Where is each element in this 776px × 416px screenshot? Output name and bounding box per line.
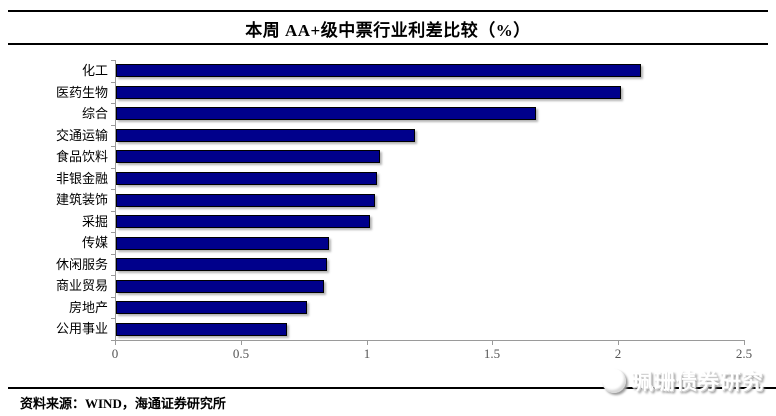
x-axis-tick: [618, 341, 619, 345]
x-axis-tick-label: 1.5: [483, 346, 501, 361]
x-axis-tick: [241, 341, 242, 345]
x-axis-tick-label: 0.5: [232, 346, 250, 361]
category-label: 非银金融: [55, 170, 108, 186]
y-axis-tick: [111, 168, 115, 169]
y-axis-tick: [111, 211, 115, 212]
category-label: 商业贸易: [55, 278, 108, 294]
category-label: 交通运输: [55, 127, 108, 143]
y-axis-tick: [111, 340, 115, 341]
y-axis-tick: [111, 82, 115, 83]
watermark: 珮珊债券研究: [602, 366, 764, 396]
x-axis-tick: [744, 341, 745, 345]
bar: [116, 64, 641, 78]
x-axis-tick: [367, 341, 368, 345]
x-axis-tick: [115, 341, 116, 345]
source-note: 资料来源：WIND，海通证券研究所: [20, 396, 226, 411]
category-label: 采掘: [81, 213, 108, 229]
bar: [116, 301, 307, 315]
y-axis-tick: [111, 275, 115, 276]
bar: [116, 107, 536, 121]
bar: [116, 279, 324, 293]
chart-title: 本周 AA+级中票行业利差比较（%）: [245, 21, 531, 40]
y-axis-tick: [111, 232, 115, 233]
y-axis-tick: [111, 125, 115, 126]
y-axis-tick: [111, 254, 115, 255]
y-axis-tick: [111, 146, 115, 147]
title-divider: [8, 43, 768, 45]
category-label: 化工: [81, 63, 108, 78]
category-label: 建筑装饰: [55, 192, 108, 208]
bar: [116, 258, 327, 272]
category-label: 食品饮料: [55, 149, 108, 165]
x-axis-tick-label: 1: [363, 346, 371, 361]
y-axis-tick: [111, 103, 115, 104]
footer-divider: [8, 387, 776, 389]
x-axis-line: [115, 340, 745, 341]
category-label: 传媒: [81, 235, 108, 251]
category-label: 医药生物: [55, 84, 108, 100]
bar: [116, 85, 621, 99]
x-axis-tick-label: 0: [111, 346, 119, 361]
top-divider: [8, 10, 768, 12]
bar: [116, 322, 287, 336]
bar: [116, 193, 375, 207]
y-axis-tick: [111, 189, 115, 190]
y-axis-tick: [111, 318, 115, 319]
x-axis-tick-label: 2: [614, 346, 622, 361]
watermark-text: 珮珊债券研究: [632, 370, 764, 394]
category-label: 房地产: [68, 299, 108, 315]
category-label: 公用事业: [55, 321, 108, 337]
category-label: 综合: [81, 106, 108, 122]
y-axis-line: [115, 60, 116, 341]
bar: [116, 128, 415, 142]
x-axis-tick: [492, 341, 493, 345]
category-label: 休闲服务: [55, 256, 108, 272]
bar: [116, 150, 380, 164]
bar: [116, 215, 370, 229]
y-axis-tick: [111, 60, 115, 61]
y-axis-tick: [111, 297, 115, 298]
bar: [116, 171, 377, 185]
bar: [116, 236, 329, 250]
cat-face-logo-icon: [602, 369, 626, 393]
x-axis-tick-label: 2.5: [735, 346, 753, 361]
